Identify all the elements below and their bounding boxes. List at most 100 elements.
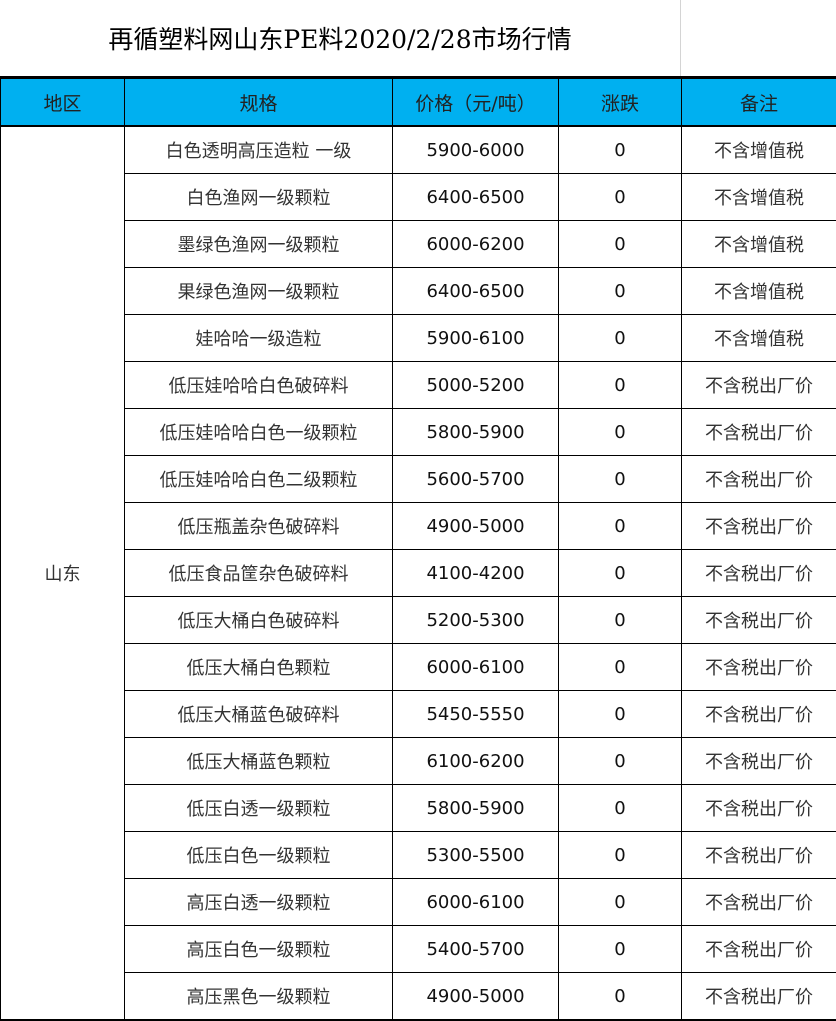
table-row: 低压大桶白色颗粒 6000-6100 0 不含税出厂价: [1, 643, 836, 691]
change-cell: 0: [558, 220, 682, 268]
title-row: 再循塑料网山东PE料2020/2/28市场行情: [0, 0, 836, 78]
table-row: 果绿色渔网一级颗粒 6400-6500 0 不含增值税: [1, 267, 836, 315]
change-cell: 0: [558, 173, 682, 221]
note-cell: 不含税出厂价: [681, 455, 836, 503]
spec-cell: 低压白色一级颗粒: [124, 831, 393, 879]
spec-cell: 白色渔网一级颗粒: [124, 173, 393, 221]
table-row: 低压娃哈哈白色破碎料 5000-5200 0 不含税出厂价: [1, 361, 836, 409]
price-cell: 5900-6000: [392, 125, 559, 174]
note-cell: 不含增值税: [681, 314, 836, 362]
price-cell: 6400-6500: [392, 267, 559, 315]
price-cell: 4900-5000: [392, 972, 559, 1021]
header-spec: 规格: [124, 78, 393, 127]
note-cell: 不含税出厂价: [681, 549, 836, 597]
price-cell: 5400-5700: [392, 925, 559, 973]
spec-cell: 低压白透一级颗粒: [124, 784, 393, 832]
note-cell: 不含增值税: [681, 220, 836, 268]
spec-cell: 高压白色一级颗粒: [124, 925, 393, 973]
price-cell: 6100-6200: [392, 737, 559, 785]
table-row: 低压白透一级颗粒 5800-5900 0 不含税出厂价: [1, 784, 836, 832]
price-cell: 4900-5000: [392, 502, 559, 550]
spec-cell: 低压娃哈哈白色二级颗粒: [124, 455, 393, 503]
header-row: 地区 规格 价格（元/吨） 涨跌 备注: [0, 78, 836, 127]
table-row: 墨绿色渔网一级颗粒 6000-6200 0 不含增值税: [1, 220, 836, 268]
table-row: 低压大桶白色破碎料 5200-5300 0 不含税出厂价: [1, 596, 836, 644]
change-cell: 0: [558, 314, 682, 362]
spec-cell: 低压瓶盖杂色破碎料: [124, 502, 393, 550]
spec-cell: 低压娃哈哈白色破碎料: [124, 361, 393, 409]
note-cell: 不含税出厂价: [681, 737, 836, 785]
change-cell: 0: [558, 784, 682, 832]
spec-cell: 墨绿色渔网一级颗粒: [124, 220, 393, 268]
sheet-title: 再循塑料网山东PE料2020/2/28市场行情: [0, 0, 681, 76]
price-cell: 4100-4200: [392, 549, 559, 597]
spec-cell: 低压食品筐杂色破碎料: [124, 549, 393, 597]
change-cell: 0: [558, 455, 682, 503]
change-cell: 0: [558, 502, 682, 550]
spec-cell: 高压白透一级颗粒: [124, 878, 393, 926]
table-row: 低压瓶盖杂色破碎料 4900-5000 0 不含税出厂价: [1, 502, 836, 550]
table-row: 高压黑色一级颗粒 4900-5000 0 不含税出厂价: [1, 972, 836, 1021]
spec-cell: 果绿色渔网一级颗粒: [124, 267, 393, 315]
note-cell: 不含税出厂价: [681, 361, 836, 409]
price-cell: 5000-5200: [392, 361, 559, 409]
table-row: 高压白透一级颗粒 6000-6100 0 不含税出厂价: [1, 878, 836, 926]
change-cell: 0: [558, 361, 682, 409]
note-cell: 不含税出厂价: [681, 831, 836, 879]
header-change: 涨跌: [558, 78, 682, 127]
note-cell: 不含税出厂价: [681, 690, 836, 738]
price-cell: 5800-5900: [392, 784, 559, 832]
note-cell: 不含税出厂价: [681, 972, 836, 1021]
price-cell: 6000-6100: [392, 878, 559, 926]
spec-cell: 低压大桶蓝色破碎料: [124, 690, 393, 738]
region-cell: 山东: [0, 125, 125, 1021]
note-cell: 不含税出厂价: [681, 925, 836, 973]
header-price: 价格（元/吨）: [392, 78, 559, 127]
change-cell: 0: [558, 878, 682, 926]
price-cell: 5450-5550: [392, 690, 559, 738]
spec-cell: 低压大桶蓝色颗粒: [124, 737, 393, 785]
table-row: 白色渔网一级颗粒 6400-6500 0 不含增值税: [1, 173, 836, 221]
spec-cell: 娃哈哈一级造粒: [124, 314, 393, 362]
table-row: 低压大桶蓝色破碎料 5450-5550 0 不含税出厂价: [1, 690, 836, 738]
table-row: 低压娃哈哈白色二级颗粒 5600-5700 0 不含税出厂价: [1, 455, 836, 503]
note-cell: 不含增值税: [681, 173, 836, 221]
change-cell: 0: [558, 972, 682, 1021]
price-cell: 5600-5700: [392, 455, 559, 503]
change-cell: 0: [558, 690, 682, 738]
spec-cell: 低压大桶白色破碎料: [124, 596, 393, 644]
change-cell: 0: [558, 831, 682, 879]
table-row: 娃哈哈一级造粒 5900-6100 0 不含增值税: [1, 314, 836, 362]
table-row: 低压娃哈哈白色一级颗粒 5800-5900 0 不含税出厂价: [1, 408, 836, 456]
note-cell: 不含税出厂价: [681, 878, 836, 926]
header-region: 地区: [0, 78, 125, 127]
note-cell: 不含税出厂价: [681, 784, 836, 832]
note-cell: 不含增值税: [681, 125, 836, 174]
note-cell: 不含税出厂价: [681, 596, 836, 644]
change-cell: 0: [558, 596, 682, 644]
spec-cell: 低压大桶白色颗粒: [124, 643, 393, 691]
price-cell: 6000-6100: [392, 643, 559, 691]
price-cell: 6400-6500: [392, 173, 559, 221]
spec-cell: 白色透明高压造粒 一级: [124, 125, 393, 174]
price-cell: 5900-6100: [392, 314, 559, 362]
price-cell: 5300-5500: [392, 831, 559, 879]
table-row: 低压食品筐杂色破碎料 4100-4200 0 不含税出厂价: [1, 549, 836, 597]
price-table: 地区 规格 价格（元/吨） 涨跌 备注 山东 白色透明高压造粒 一级 5900-60…: [0, 78, 836, 1021]
change-cell: 0: [558, 549, 682, 597]
change-cell: 0: [558, 125, 682, 174]
change-cell: 0: [558, 737, 682, 785]
note-cell: 不含增值税: [681, 267, 836, 315]
spec-cell: 低压娃哈哈白色一级颗粒: [124, 408, 393, 456]
price-cell: 5200-5300: [392, 596, 559, 644]
price-cell: 5800-5900: [392, 408, 559, 456]
table-row: 山东 白色透明高压造粒 一级 5900-6000 0 不含增值税: [0, 125, 836, 1021]
note-cell: 不含税出厂价: [681, 408, 836, 456]
header-note: 备注: [681, 78, 836, 127]
table-row: 低压白色一级颗粒 5300-5500 0 不含税出厂价: [1, 831, 836, 879]
price-cell: 6000-6200: [392, 220, 559, 268]
change-cell: 0: [558, 408, 682, 456]
change-cell: 0: [558, 267, 682, 315]
change-cell: 0: [558, 925, 682, 973]
table-row: 低压大桶蓝色颗粒 6100-6200 0 不含税出厂价: [1, 737, 836, 785]
